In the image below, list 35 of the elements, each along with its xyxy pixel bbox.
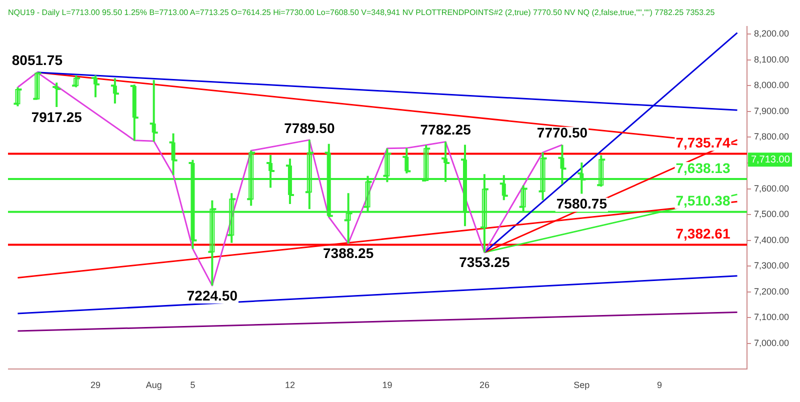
annotation: 7224.50	[186, 287, 238, 304]
y-tick-label: 7,200.00	[754, 286, 790, 296]
ref-line-label: 7,382.61	[676, 226, 730, 242]
x-tick-label: Aug	[146, 380, 162, 390]
annotation: 7917.25	[31, 108, 82, 125]
x-tick-label: 26	[479, 380, 490, 390]
y-tick-label: 7,100.00	[754, 312, 790, 322]
y-tick-label: 8,000.00	[754, 80, 790, 90]
y-tick-label: 8,100.00	[754, 54, 790, 64]
ref-line-label: 7,510.38	[676, 192, 730, 209]
y-tick-label: 7,000.00	[754, 338, 790, 348]
chart-title: NQU19 - Daily L=7713.00 95.50 1.25% B=7713.00 A=7713.25 O=7614.25 Hi=7730.00 Lo=7608.50 V=348,941 NV PLOTTRENDPOINTS#2 (2,true) 7770.50 NV NQ (2,false,true,"","") 7782.25 7353.25	[8, 8, 716, 18]
y-tick-label: 7,600.00	[754, 183, 790, 194]
y-tick-label: 7,500.00	[754, 209, 790, 220]
text: 7,713.00	[750, 154, 790, 166]
annotation: 7580.75	[556, 196, 608, 212]
x-tick-label: Sep	[574, 380, 590, 390]
ref-line-label: 7,638.13	[676, 160, 730, 176]
annotation: 7353.25	[459, 254, 510, 270]
x-tick-label: 29	[90, 380, 101, 390]
x-tick-label: 5	[190, 380, 196, 390]
y-tick-label: 8,200.00	[754, 28, 790, 39]
annotation: 7782.25	[420, 122, 472, 138]
ref-line-label: 7,735.74	[676, 134, 730, 151]
y-tick-label: 7,400.00	[754, 234, 790, 245]
annotation: 7789.50	[284, 120, 335, 136]
y-tick-label: 7,800.00	[754, 132, 790, 142]
annotation: 7388.25	[323, 245, 374, 262]
y-tick-label: 7,300.00	[754, 260, 790, 271]
y-tick-label: 7,900.00	[754, 106, 790, 116]
x-tick-label: 19	[382, 380, 392, 390]
x-tick-label: 12	[284, 380, 295, 390]
annotation: 8051.75	[12, 52, 63, 68]
x-tick-label: 9	[656, 380, 662, 390]
annotation: 7770.50	[536, 124, 588, 141]
